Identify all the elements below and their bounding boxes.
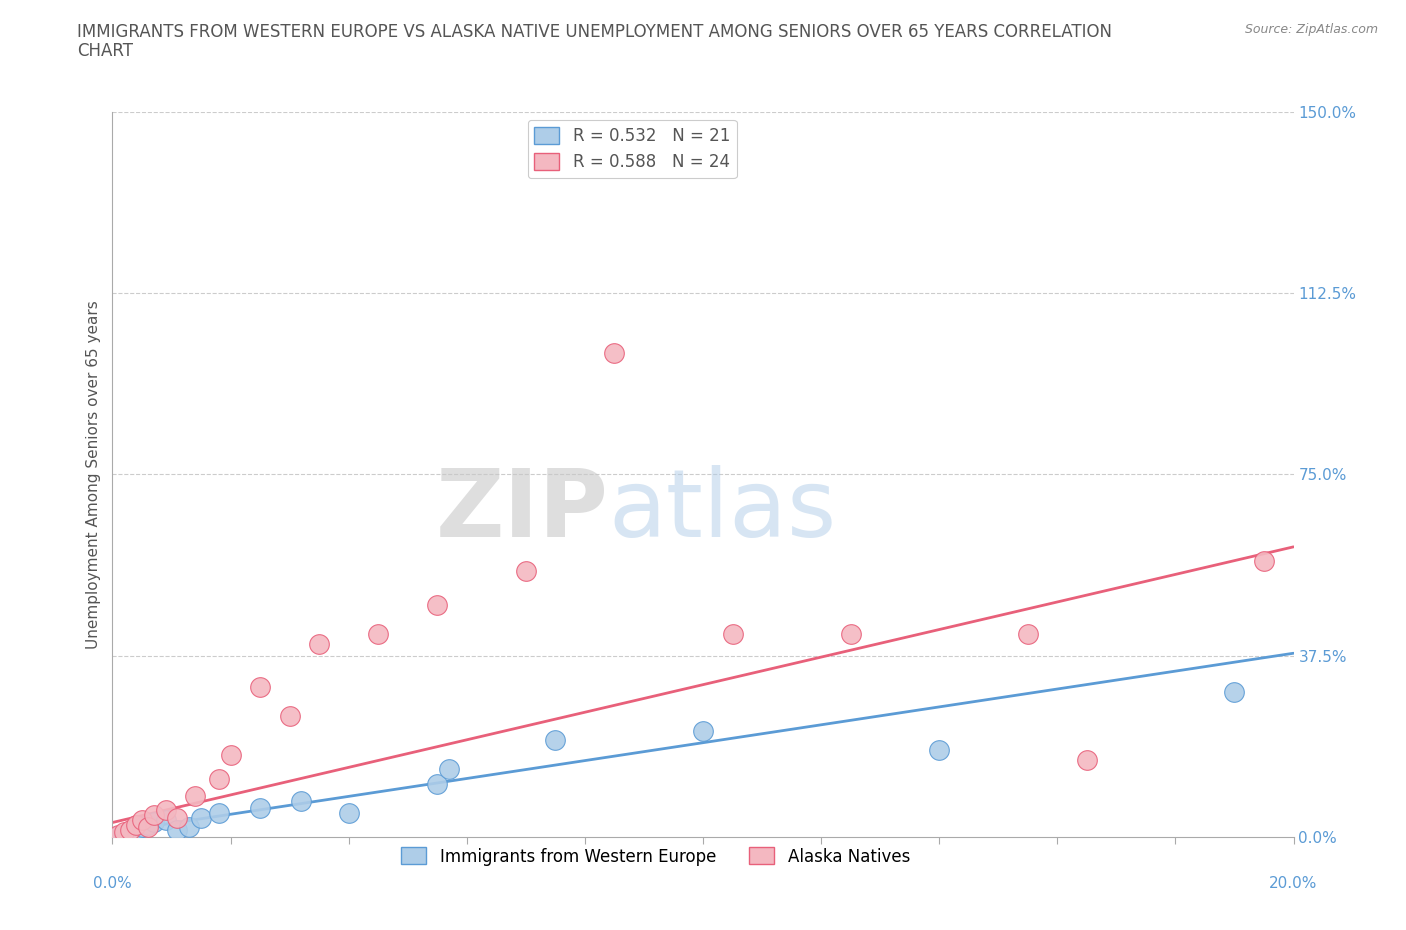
Point (603, 346, 626, 361)
Text: Source: ZipAtlas.com: Source: ZipAtlas.com (1244, 23, 1378, 36)
Point (155, 813, 177, 828)
Point (112, 827, 135, 842)
Point (155, 803, 177, 817)
Point (692, 724, 714, 738)
Point (112, 825, 135, 840)
Point (208, 805, 231, 820)
Point (131, 813, 153, 828)
Point (120, 825, 142, 840)
Point (107, 827, 129, 842)
Point (219, 748, 242, 763)
Text: 20.0%: 20.0% (1270, 876, 1317, 891)
Point (437, 762, 460, 777)
Point (1076, 752, 1098, 767)
Text: IMMIGRANTS FROM WESTERN EUROPE VS ALASKA NATIVE UNEMPLOYMENT AMONG SENIORS OVER : IMMIGRANTS FROM WESTERN EUROPE VS ALASKA… (77, 23, 1112, 41)
Point (190, 810, 212, 825)
Point (928, 742, 950, 757)
Point (249, 680, 271, 695)
Point (426, 597, 449, 612)
Point (184, 789, 207, 804)
Point (308, 636, 330, 651)
Point (142, 815, 165, 830)
Point (426, 777, 449, 791)
Point (515, 564, 537, 578)
Point (1223, 684, 1246, 699)
Y-axis label: Unemployment Among Seniors over 65 years: Unemployment Among Seniors over 65 years (86, 300, 101, 649)
Point (367, 627, 389, 642)
Text: 0.0%: 0.0% (93, 876, 132, 891)
Point (125, 822, 148, 837)
Point (208, 772, 231, 787)
Point (107, 828, 129, 843)
Point (166, 810, 188, 825)
Point (1253, 554, 1275, 569)
Point (278, 709, 301, 724)
Point (166, 822, 188, 837)
Point (120, 822, 142, 837)
Text: atlas: atlas (609, 465, 837, 556)
Point (721, 627, 744, 642)
Point (125, 817, 148, 832)
Point (136, 817, 159, 832)
Point (249, 801, 271, 816)
Point (131, 820, 153, 835)
Point (1017, 627, 1039, 642)
Point (839, 627, 862, 642)
Point (337, 805, 360, 820)
Point (179, 820, 201, 835)
Point (136, 820, 159, 835)
Text: ZIP: ZIP (436, 465, 609, 556)
Point (142, 808, 165, 823)
Point (290, 793, 312, 808)
Legend: Immigrants from Western Europe, Alaska Natives: Immigrants from Western Europe, Alaska N… (395, 841, 917, 872)
Text: CHART: CHART (77, 42, 134, 60)
Point (544, 733, 567, 748)
